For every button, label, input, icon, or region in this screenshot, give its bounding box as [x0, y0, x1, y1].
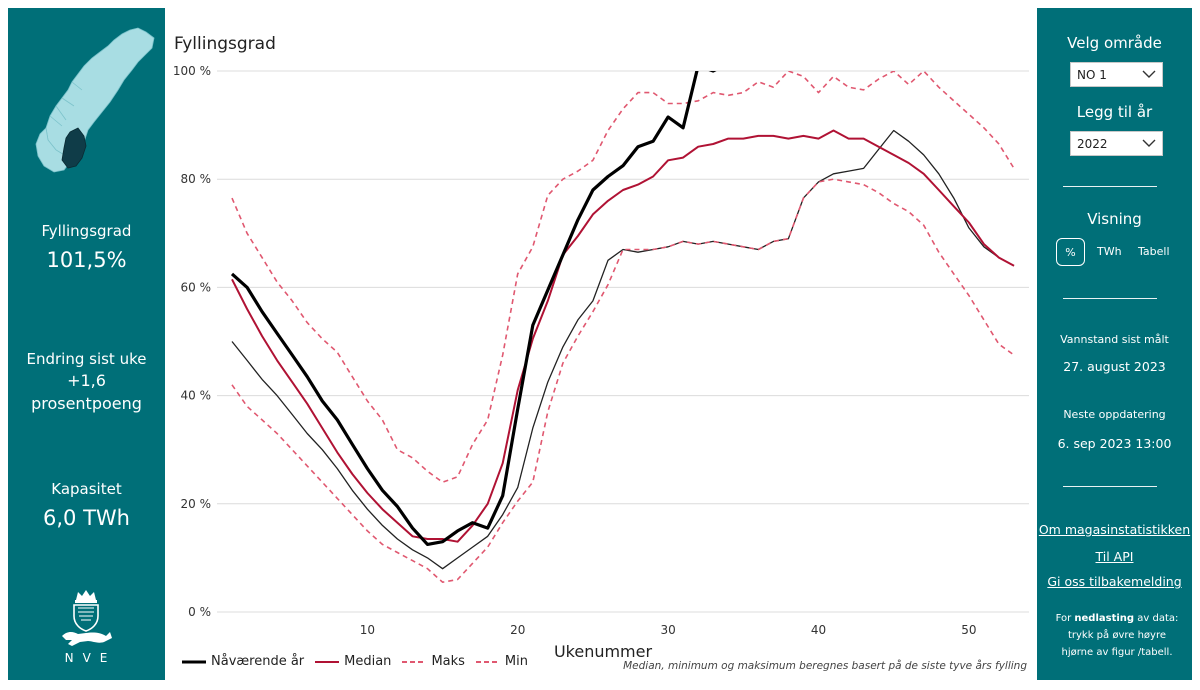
chart-footnote: Median, minimum og maksimum beregnes bas…: [623, 660, 1027, 672]
left-panel: Fyllingsgrad 101,5% Endring sist uke +1,…: [8, 8, 165, 680]
weekly-change-value: +1,6: [67, 371, 106, 390]
fill-level-label: Fyllingsgrad: [41, 222, 132, 240]
view-option-twh[interactable]: TWh: [1097, 245, 1122, 258]
download-note-bold: nedlasting: [1074, 613, 1135, 624]
legend-label: Median: [344, 654, 392, 669]
view-option-table[interactable]: Tabell: [1138, 245, 1170, 258]
x-tick-label: 40: [811, 623, 826, 637]
chart-legend: Nåværende år Median Maks Min: [181, 654, 538, 674]
feedback-link[interactable]: Gi oss tilbakemelding: [1047, 574, 1182, 589]
api-link[interactable]: Til API: [1095, 549, 1134, 564]
year-select-value: 2022: [1077, 137, 1108, 151]
year-select[interactable]: 2022: [1070, 131, 1163, 156]
map-region-no1-selected[interactable]: [61, 127, 87, 169]
x-tick-label: 20: [510, 623, 525, 637]
map-region-south-west[interactable]: [35, 127, 71, 173]
next-update-label: Neste oppdatering: [1063, 408, 1166, 421]
last-measured-label: Vannstand sist målt: [1060, 333, 1169, 346]
view-toggle-group: % TWh Tabell: [1056, 238, 1186, 266]
divider: [1063, 298, 1157, 299]
divider: [1063, 486, 1157, 487]
area-select-value: NO 1: [1077, 68, 1107, 82]
y-tick-label: 100 %: [173, 64, 211, 78]
chart-area: Fyllingsgrad 0 % 20 % 40 % 60 % 80 % 100 % 10 2…: [165, 8, 1037, 680]
divider: [1063, 186, 1157, 187]
y-tick-label: 80 %: [181, 172, 212, 186]
view-title: Visning: [1087, 210, 1142, 228]
series-line-min: [231, 178, 1015, 584]
next-update-value: 6. sep 2023 13:00: [1057, 436, 1172, 451]
legend-item[interactable]: Min: [475, 654, 528, 669]
legend-item[interactable]: Nåværende år: [181, 654, 304, 669]
right-panel: Velg område NO 1 Legg til år 2022 Visnin…: [1037, 8, 1192, 680]
y-tick-label: 20 %: [181, 497, 212, 511]
legend-swatch: [315, 660, 340, 663]
area-select[interactable]: NO 1: [1070, 62, 1163, 87]
download-note-prefix: For: [1055, 613, 1075, 624]
legend-label: Maks: [431, 654, 465, 669]
x-tick-label: 10: [360, 623, 375, 637]
about-statistics-link[interactable]: Om magasinstatistikken: [1038, 522, 1191, 537]
view-option-percent[interactable]: %: [1056, 238, 1085, 266]
area-select-title: Velg område: [1067, 34, 1162, 52]
chart-title: Fyllingsgrad: [174, 34, 276, 54]
capacity-value: 6,0 TWh: [43, 506, 130, 530]
legend-swatch: [402, 660, 427, 663]
fill-level-value: 101,5%: [46, 248, 127, 272]
nve-logo-text: NVE: [64, 651, 117, 665]
last-measured-value: 27. august 2023: [1063, 359, 1166, 374]
download-note-suffix: av data: trykk på øvre høyre hjørne av f…: [1061, 613, 1179, 658]
y-tick-label: 60 %: [181, 280, 212, 294]
legend-swatch: [182, 660, 206, 663]
download-note: For nedlasting av data: trykk på øvre hø…: [1051, 610, 1183, 661]
year-select-title: Legg til år: [1076, 103, 1153, 121]
legend-item[interactable]: Maks: [401, 654, 465, 669]
series-line-n-v-rende-r: [230, 71, 717, 547]
x-tick-label: 50: [961, 623, 976, 637]
capacity-label: Kapasitet: [51, 480, 122, 498]
x-axis-label: Ukenummer: [554, 642, 653, 661]
chevron-down-icon: [1142, 70, 1156, 78]
legend-swatch: [475, 660, 500, 663]
legend-label: Min: [504, 654, 528, 669]
legend-label: Nåværende år: [211, 654, 305, 669]
weekly-change-label: Endring sist uke: [26, 350, 147, 368]
chevron-down-icon: [1142, 139, 1156, 147]
map-region-north[interactable]: [45, 27, 155, 157]
map-region-border-lines: [49, 81, 83, 127]
series-line-2022: [231, 129, 1015, 570]
y-tick-label: 0 %: [188, 605, 211, 619]
norway-map[interactable]: [26, 24, 156, 174]
nve-crest-logo: [62, 590, 112, 646]
series-line-maks: [231, 71, 1015, 484]
x-tick-label: 30: [660, 623, 675, 637]
y-tick-label: 40 %: [181, 389, 212, 403]
legend-item[interactable]: Median: [314, 654, 391, 669]
fill-level-chart[interactable]: 0 % 20 % 40 % 60 % 80 % 100 % 10 20 30 40 50 Ukenum…: [165, 8, 1037, 680]
series-line-median: [231, 129, 1015, 543]
weekly-change-unit: prosentpoeng: [31, 394, 142, 413]
